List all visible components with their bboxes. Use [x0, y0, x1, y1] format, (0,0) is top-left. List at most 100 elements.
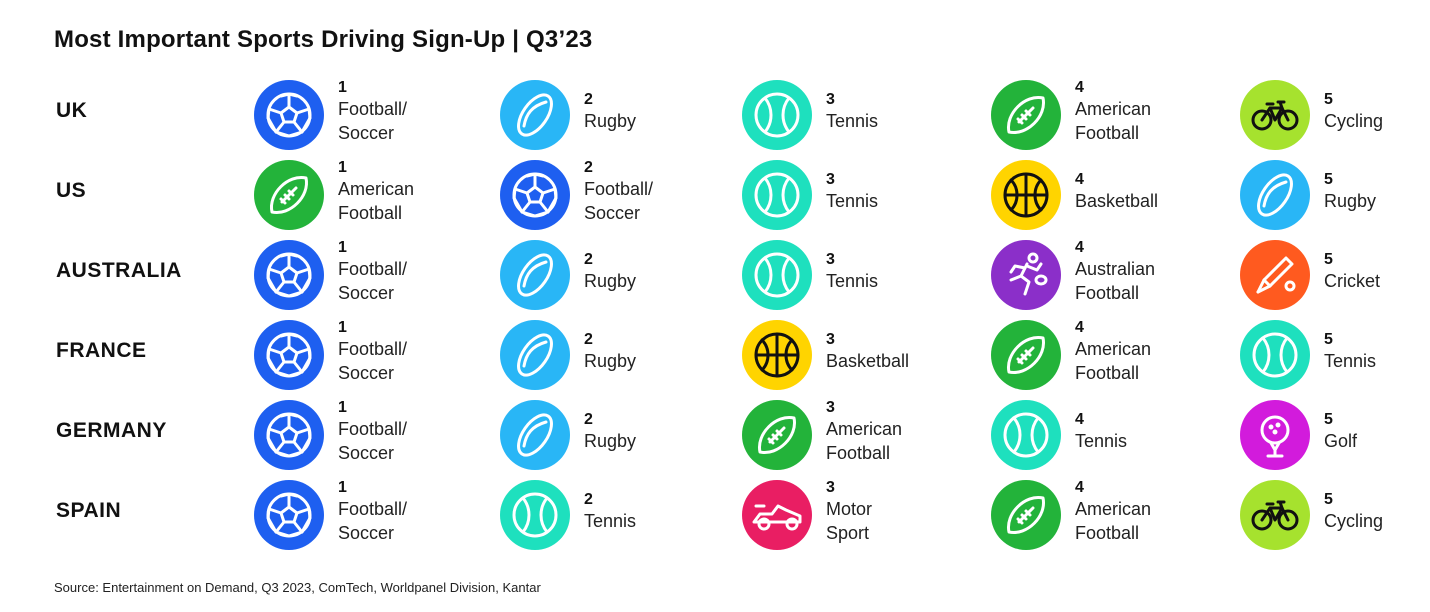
sport-name: Tennis [826, 111, 879, 131]
country-row-france: FRANCE 1 Football/ Soccer 2 Rugby 3 Basketball… [0, 317, 1430, 397]
rank-number: 4 [1075, 319, 1084, 336]
basketball-icon [991, 160, 1061, 230]
rank-cell: 4 Basketball [991, 157, 1231, 237]
rank-cell: 2 Tennis [500, 477, 740, 557]
rank-number: 3 [826, 399, 835, 416]
tennis-ball-icon [500, 480, 570, 550]
sport-name: Golf [1324, 431, 1358, 451]
rank-cell: 4 Tennis [991, 397, 1231, 477]
page-title: Most Important Sports Driving Sign-Up | … [54, 26, 593, 53]
sport-name: Cycling [1324, 111, 1384, 131]
sport-name: Football/ Soccer [338, 339, 408, 383]
american-football-icon [742, 400, 812, 470]
sport-name: American Football [338, 179, 415, 223]
cricket-bat-icon [1240, 240, 1310, 310]
rank-number: 2 [584, 331, 593, 348]
country-label: FRANCE [56, 339, 147, 362]
rank-number: 3 [826, 479, 835, 496]
golf-ball-icon [1240, 400, 1310, 470]
soccer-ball-icon [254, 80, 324, 150]
rank-text: 4 American Football [1075, 319, 1225, 385]
country-label: UK [56, 99, 88, 122]
sport-name: Cycling [1324, 511, 1384, 531]
rank-text: 3 Tennis [826, 171, 976, 213]
bicycle-icon [1240, 480, 1310, 550]
country-row-uk: UK 1 Football/ Soccer 2 Rugby 3 Tennis 4 America… [0, 77, 1430, 157]
rank-text: 3 Tennis [826, 91, 976, 133]
rank-text: 3 American Football [826, 399, 976, 465]
rank-text: 2 Rugby [584, 411, 734, 453]
rank-cell: 5 Tennis [1240, 317, 1430, 397]
rank-text: 4 American Football [1075, 479, 1225, 545]
country-label: SPAIN [56, 499, 122, 522]
country-row-germany: GERMANY 1 Football/ Soccer 2 Rugby 3 American … [0, 397, 1430, 477]
american-football-icon [991, 480, 1061, 550]
tennis-ball-icon [742, 160, 812, 230]
rank-cell: 3 Basketball [742, 317, 982, 397]
sport-name: Football/ Soccer [584, 179, 654, 223]
sport-name: Rugby [584, 431, 637, 451]
rank-cell: 2 Rugby [500, 397, 740, 477]
rank-text: 1 Football/ Soccer [338, 79, 488, 145]
rank-text: 1 Football/ Soccer [338, 239, 488, 305]
sport-name: Basketball [826, 351, 910, 371]
sport-name: Tennis [826, 191, 879, 211]
country-label: AUSTRALIA [56, 259, 182, 282]
rank-cell: 2 Rugby [500, 77, 740, 157]
country-row-spain: SPAIN 1 Football/ Soccer 2 Tennis 3 Motor Spor… [0, 477, 1430, 557]
basketball-icon [742, 320, 812, 390]
sport-name: Rugby [584, 271, 637, 291]
rank-cell: 5 Cycling [1240, 477, 1430, 557]
rank-cell: 4 American Football [991, 77, 1231, 157]
rank-number: 4 [1075, 79, 1084, 96]
rank-text: 2 Tennis [584, 491, 734, 533]
rank-number: 5 [1324, 171, 1333, 188]
rank-text: 1 Football/ Soccer [338, 399, 488, 465]
american-football-icon [991, 80, 1061, 150]
tennis-ball-icon [1240, 320, 1310, 390]
sport-name: Football/ Soccer [338, 259, 408, 303]
rank-text: 2 Rugby [584, 251, 734, 293]
rank-number: 5 [1324, 91, 1333, 108]
soccer-ball-icon [500, 160, 570, 230]
sport-name: Rugby [584, 351, 637, 371]
rank-text: 5 Cricket [1324, 251, 1430, 293]
country-row-us: US 1 American Football 2 Football/ Soccer 3 Te… [0, 157, 1430, 237]
rank-number: 3 [826, 331, 835, 348]
rank-number: 1 [338, 399, 347, 416]
rank-text: 1 Football/ Soccer [338, 319, 488, 385]
sport-name: American Football [826, 419, 903, 463]
soccer-ball-icon [254, 400, 324, 470]
sport-name: American Football [1075, 99, 1152, 143]
rugby-ball-icon [500, 240, 570, 310]
sport-name: Australian Football [1075, 259, 1156, 303]
bicycle-icon [1240, 80, 1310, 150]
rank-cell: 2 Rugby [500, 317, 740, 397]
rugby-ball-icon [500, 320, 570, 390]
sport-name: American Football [1075, 339, 1152, 383]
american-football-icon [254, 160, 324, 230]
rank-number: 1 [338, 319, 347, 336]
rank-cell: 5 Rugby [1240, 157, 1430, 237]
rank-cell: 4 Australian Football [991, 237, 1231, 317]
rank-cell: 1 Football/ Soccer [254, 477, 494, 557]
rank-number: 1 [338, 159, 347, 176]
rank-number: 1 [338, 479, 347, 496]
rank-number: 4 [1075, 411, 1084, 428]
rank-text: 2 Rugby [584, 331, 734, 373]
american-football-icon [991, 320, 1061, 390]
rank-text: 4 Basketball [1075, 171, 1225, 213]
soccer-ball-icon [254, 480, 324, 550]
rank-text: 2 Rugby [584, 91, 734, 133]
sport-name: Tennis [826, 271, 879, 291]
rank-number: 5 [1324, 251, 1333, 268]
rank-cell: 1 Football/ Soccer [254, 317, 494, 397]
rank-cell: 1 Football/ Soccer [254, 77, 494, 157]
rugby-ball-icon [1240, 160, 1310, 230]
soccer-ball-icon [254, 240, 324, 310]
country-label: GERMANY [56, 419, 167, 442]
rank-number: 2 [584, 411, 593, 428]
rank-text: 1 American Football [338, 159, 488, 225]
rank-cell: 3 Tennis [742, 237, 982, 317]
rank-cell: 5 Cycling [1240, 77, 1430, 157]
